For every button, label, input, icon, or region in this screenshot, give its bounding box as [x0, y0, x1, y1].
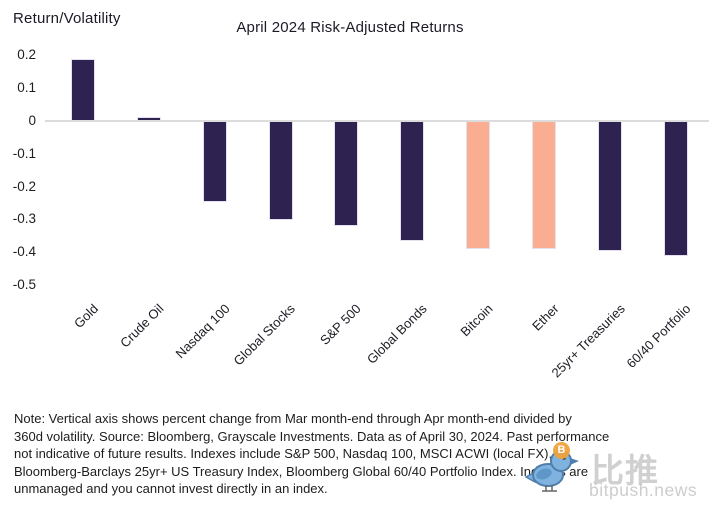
footnote-line: unmanaged and you cannot invest directly… — [14, 481, 328, 497]
footnote-line: Bloomberg-Barclays 25yr+ US Treasury Ind… — [14, 463, 589, 479]
x-axis-label: Bitcoin — [457, 301, 496, 340]
x-axis-label: Global Stocks — [230, 301, 299, 369]
bar-global-bonds — [401, 122, 424, 241]
footnote-line: not indicative of future results. Indexe… — [14, 446, 553, 462]
zero-axis-line — [45, 120, 709, 122]
footnote: Note: Vertical axis shows percent change… — [14, 410, 714, 498]
bar-crude-oil — [137, 117, 160, 121]
bar-s-p-500 — [335, 122, 358, 226]
x-axis-label: 60/40 Portfolio — [623, 301, 694, 371]
x-axis-label: Ether — [528, 301, 562, 334]
x-axis-label: Gold — [70, 301, 101, 332]
bar-global-stocks — [269, 122, 292, 219]
y-axis-tick-label: -0.1 — [12, 145, 36, 161]
y-axis-tick-label: 0 — [28, 113, 36, 128]
y-axis-title: Return/Volatility — [13, 10, 121, 27]
bar-25yr-treasuries — [598, 122, 621, 250]
y-axis-tick-label: 0.1 — [17, 80, 36, 96]
bar-bitcoin — [467, 122, 490, 249]
footnote-line: 360d volatility. Source: Bloomberg, Gray… — [14, 428, 610, 444]
bar-gold — [72, 60, 94, 121]
y-axis-tick-label: -0.5 — [12, 277, 36, 292]
y-axis-tick-label: -0.3 — [12, 211, 36, 227]
x-axis-label: Nasdaq 100 — [172, 301, 233, 362]
x-axis-label: Global Bonds — [364, 301, 430, 367]
x-axis-label: Crude Oil — [117, 301, 167, 351]
bar-60-40-portfolio — [664, 122, 687, 255]
chart-title: April 2024 Risk-Adjusted Returns — [236, 19, 464, 36]
bar-ether — [532, 122, 555, 249]
y-axis-tick-label: -0.4 — [12, 244, 36, 260]
y-axis-tick-label: -0.2 — [12, 178, 36, 194]
x-axis-label: S&P 500 — [317, 301, 365, 348]
bar-nasdaq-100 — [203, 122, 226, 201]
y-axis-tick-label: 0.2 — [17, 47, 36, 63]
footnote-line: Note: Vertical axis shows percent change… — [14, 411, 572, 426]
